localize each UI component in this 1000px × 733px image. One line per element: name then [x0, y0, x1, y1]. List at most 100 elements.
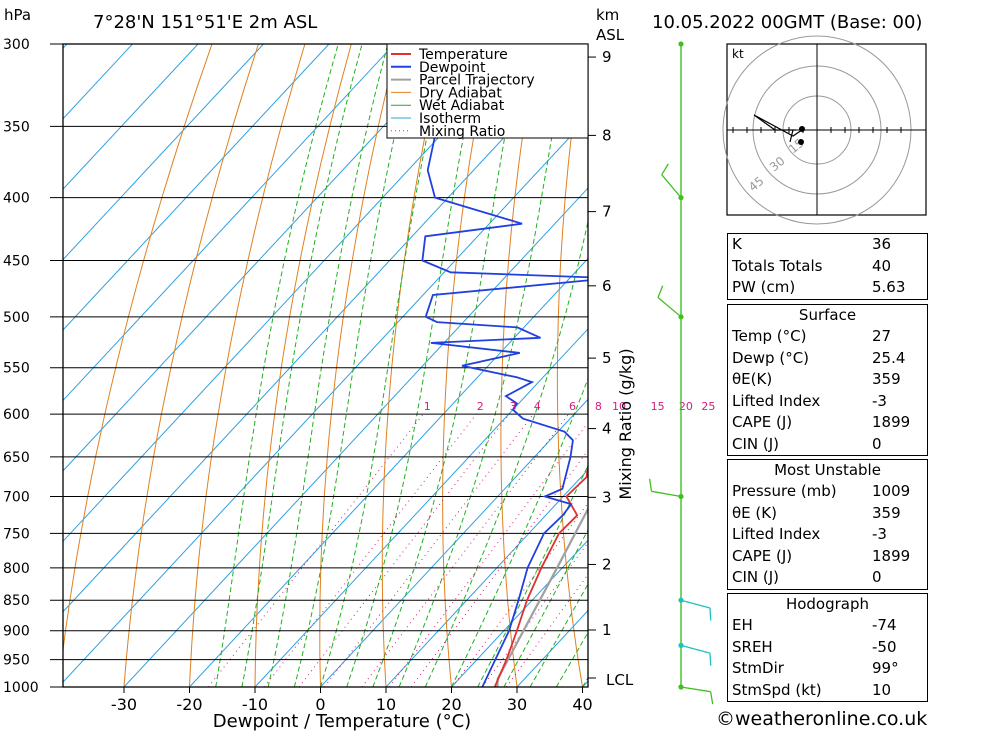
mixing-ratio-tick-label: 8 — [595, 400, 602, 413]
legend-item-label: Dry Adiabat — [419, 85, 502, 101]
table-row: Pressure (mb) 1009 — [728, 481, 927, 503]
pressure-tick-label: 500 — [3, 310, 30, 326]
wind-barb-shaft — [661, 174, 682, 199]
legend-item-label: Parcel Trajectory — [419, 73, 535, 89]
table-row-label: CIN (J) — [732, 568, 780, 586]
plot-frame — [62, 43, 589, 688]
table-row: Lifted Index -3 — [728, 524, 927, 546]
legend-box — [386, 43, 589, 139]
legend-item-label: Isotherm — [419, 111, 481, 127]
mixing-ratio-tick-label: 25 — [701, 400, 715, 413]
dry-adiabat-line — [955, 44, 1000, 687]
table-row: θE (K) 359 — [728, 503, 927, 525]
location-title: 7°28'N 151°51'E 2m ASL — [93, 12, 317, 33]
wet-adiabat-line — [529, 583, 588, 687]
table-row-label: Pressure (mb) — [732, 482, 837, 500]
wind-barb-flag — [709, 653, 712, 666]
table-row: Totals Totals 40 — [728, 256, 927, 278]
km-tick-label: 2 — [602, 555, 612, 573]
pressure-tick-label: 400 — [3, 191, 30, 207]
hodograph-storm-motion-dot — [798, 139, 804, 145]
wet-adiabat-line — [477, 464, 588, 687]
table-row: CAPE (J) 1899 — [728, 412, 927, 434]
pressure-tick-label: 600 — [3, 407, 30, 423]
hodograph-table: Hodograph EH -74 SREH -50 StmDir 99° StmSpd (k… — [727, 593, 928, 702]
hodograph-unit-label: kt — [732, 47, 744, 61]
indices-table: K 36 Totals Totals 40 PW (cm) 5.63 — [727, 233, 928, 300]
isotherm-line — [123, 187, 588, 687]
table-row-label: EH — [732, 616, 753, 634]
mixing-ratio-tick-label: 15 — [651, 400, 665, 413]
wind-barb-dot — [678, 41, 684, 47]
pressure-tick-label: 950 — [3, 653, 30, 669]
table-row: StmDir 99° — [728, 658, 927, 680]
unit-hpa: hPa — [4, 6, 31, 24]
wind-barb-flag — [657, 285, 664, 298]
wet-adiabat-line — [424, 219, 588, 687]
km-tick-label: 8 — [602, 126, 612, 144]
table-row-label: K — [732, 235, 742, 253]
isotherm-line — [189, 257, 588, 687]
table-row-label: θE(K) — [732, 370, 773, 388]
profiles — [421, 44, 588, 687]
table-row: EH -74 — [728, 615, 927, 637]
x-axis-label: Dewpoint / Temperature (°C) — [213, 711, 471, 732]
unit-asl: ASL — [596, 26, 625, 44]
km-tick-label: 4 — [602, 420, 612, 438]
x-tick-label: 30 — [507, 695, 527, 714]
table-row-label: θE (K) — [732, 503, 777, 522]
mixing-ratio-line — [298, 413, 510, 687]
table-row-label: StmDir — [732, 659, 784, 677]
km-tick-label: 3 — [602, 488, 612, 506]
isotherm-line — [63, 44, 330, 331]
table-row-value: 1899 — [872, 413, 911, 431]
table-row-label: CAPE (J) — [732, 546, 793, 565]
pressure-tick-label: 650 — [3, 450, 30, 466]
wet-adiabat-line — [451, 377, 588, 687]
lcl-label: LCL — [606, 671, 634, 689]
table-row-label: Lifted Index — [732, 391, 821, 410]
km-tick-label: 9 — [602, 48, 612, 66]
isotherm-line — [385, 469, 588, 687]
table-row-value: 0 — [872, 568, 882, 586]
isotherm-line — [320, 398, 588, 687]
dry-adiabat-line — [665, 44, 714, 687]
table-row: CAPE (J) 1899 — [728, 546, 927, 568]
datetime-title: 10.05.2022 00GMT (Base: 00) — [652, 12, 922, 33]
isotherm-line — [63, 44, 199, 190]
table-row-value: -3 — [872, 391, 887, 410]
mixing-ratio-line — [389, 421, 588, 687]
table-row-label: CIN (J) — [732, 434, 780, 453]
isotherm-line — [63, 44, 264, 261]
hodograph-trace — [753, 114, 803, 143]
table-row-value: -74 — [872, 616, 897, 634]
mixing-ratio-axis-label: Mixing Ratio (g/kg) — [616, 348, 635, 499]
pressure-tick-label: 550 — [3, 361, 30, 377]
isotherm-line — [254, 328, 588, 687]
surface-title: Surface — [798, 306, 857, 324]
dry-adiabat-line — [556, 44, 584, 687]
wind-barb-flag — [709, 691, 714, 705]
wet-adiabat-line — [503, 528, 588, 687]
dry-adiabat-line — [123, 44, 259, 687]
x-tick-label: -20 — [176, 695, 202, 714]
x-tick-label: 0 — [315, 695, 325, 714]
isotherm-line — [63, 44, 461, 472]
x-tick-label: 40 — [572, 695, 592, 714]
mixing-ratio-line — [361, 413, 569, 687]
table-row: K 36 — [728, 234, 927, 256]
footer-copyright: ©weatheronline.co.uk — [716, 708, 928, 730]
mixing-ratio-tick-label: 10 — [612, 400, 626, 413]
pressure-tick-label: 900 — [3, 624, 30, 640]
table-row-value: 359 — [872, 370, 901, 388]
isotherm-line — [63, 44, 395, 402]
table-row: θE(K) 359 — [728, 369, 927, 391]
table-row: PW (cm) 5.63 — [728, 277, 927, 299]
table-row-value: 10 — [872, 680, 892, 699]
mixing-ratio-tick-label: 4 — [534, 400, 541, 413]
table-row-label: StmSpd (kt) — [732, 680, 822, 699]
mixing-ratio-line — [263, 413, 477, 687]
most-unstable-table: Most Unstable Pressure (mb) 1009 θE (K) 359… — [727, 459, 928, 590]
table-row-value: 0 — [872, 434, 882, 453]
legend-item-label: Wet Adiabat — [419, 98, 505, 114]
